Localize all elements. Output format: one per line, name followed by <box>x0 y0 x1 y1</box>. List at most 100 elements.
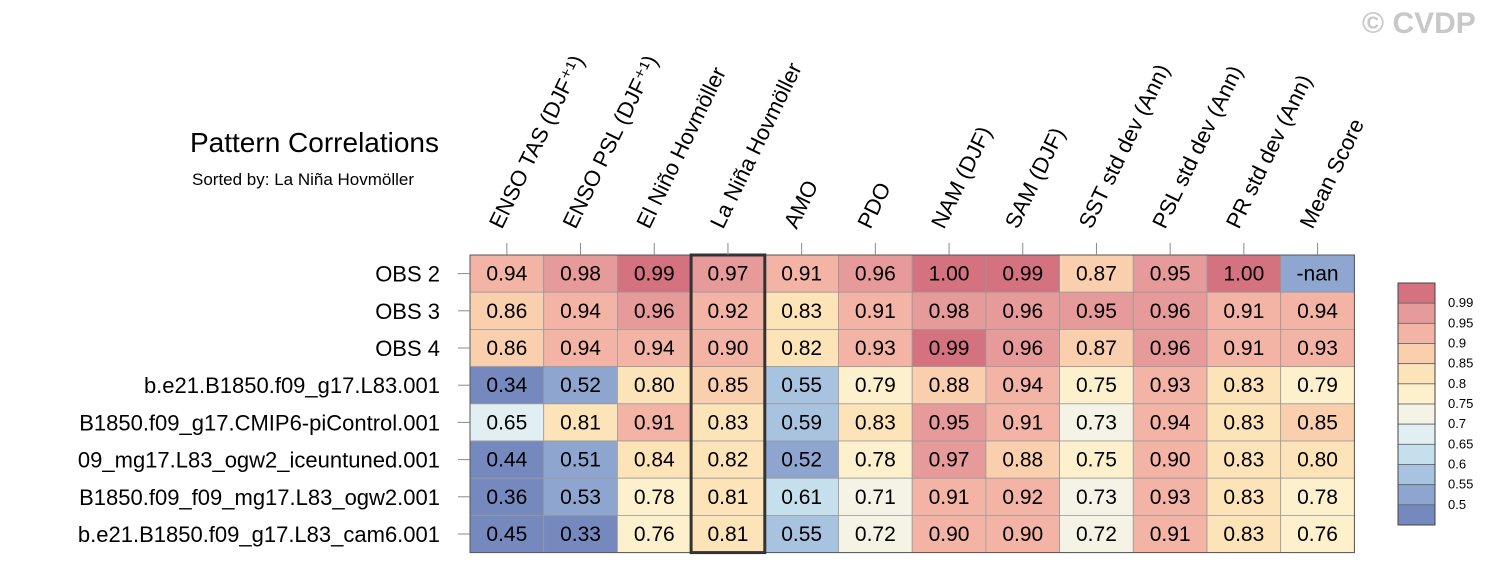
cell-value-label: 0.83 <box>781 300 822 323</box>
heatmap-cell <box>1059 477 1134 516</box>
cell-value-label: 0.76 <box>634 523 675 546</box>
colorbar-tick-label: 0.9 <box>1448 336 1466 351</box>
cell-value-label: 0.96 <box>634 300 675 323</box>
cell-value-label: 0.80 <box>1297 449 1338 472</box>
colorbar-tick-label: 0.85 <box>1448 356 1473 371</box>
colorbar-swatch <box>1397 343 1436 365</box>
cell-value-label: 0.95 <box>1150 263 1191 286</box>
heatmap-cell <box>543 291 618 330</box>
cell-value-label: 0.83 <box>1223 449 1264 472</box>
heatmap-cell <box>469 403 545 442</box>
cell-value-label: 0.97 <box>929 449 970 472</box>
heatmap-cell <box>985 254 1061 293</box>
cell-value-label: 0.90 <box>708 337 749 360</box>
heatmap-cell <box>985 403 1061 442</box>
row-label-b1850-f09-g17-cmip6-picontrol-001: B1850.f09_g17.CMIP6-piControl.001 <box>79 410 440 435</box>
heatmap-cell <box>1280 440 1355 479</box>
colorbar-swatch <box>1397 322 1436 344</box>
heatmap-cell <box>985 291 1061 330</box>
heatmap-cell <box>985 440 1061 479</box>
cell-value-label: 0.75 <box>1076 449 1117 472</box>
cell-value-label: 0.93 <box>1297 337 1338 360</box>
cell-value-label: 0.78 <box>634 486 675 509</box>
cell-value-label: 0.91 <box>781 263 822 286</box>
heatmap-cell <box>469 366 545 405</box>
colorbar-tick-label: 0.8 <box>1448 376 1466 391</box>
cell-value-label: 1.00 <box>929 263 970 286</box>
cell-value-label: 0.83 <box>855 411 896 434</box>
cell-value-label: 0.94 <box>1297 300 1338 323</box>
cell-value-label: 0.94 <box>560 300 601 323</box>
row-label-b1850-f09-f09-mg17-l83-ogw2-001: B1850.f09_f09_mg17.L83_ogw2.001 <box>79 485 440 510</box>
cell-value-label: 0.55 <box>781 374 822 397</box>
cell-value-label: 0.96 <box>1150 300 1191 323</box>
cell-value-label: 0.96 <box>855 263 896 286</box>
cell-value-label: 0.96 <box>1002 300 1043 323</box>
cell-value-label: 0.76 <box>1297 523 1338 546</box>
cell-value-label: 0.83 <box>1223 374 1264 397</box>
cell-value-label: 0.95 <box>929 411 970 434</box>
heatmap-cell <box>690 328 766 367</box>
heatmap-cell <box>838 440 913 479</box>
colorbar-tick-label: 0.5 <box>1448 497 1466 512</box>
cell-value-label: 0.85 <box>1297 411 1338 434</box>
cell-value-label: 0.71 <box>855 486 896 509</box>
cell-value-label: 0.91 <box>1223 337 1264 360</box>
cell-value-label: 0.72 <box>855 523 896 546</box>
colorbar-swatch <box>1397 443 1436 465</box>
cell-value-label: 0.91 <box>1150 523 1191 546</box>
heatmap-cell <box>911 477 987 516</box>
colorbar-frame <box>1397 282 1436 526</box>
cell-value-label: 0.81 <box>708 486 749 509</box>
cell-value-label: 0.90 <box>1150 449 1191 472</box>
heatmap-cell <box>617 515 692 554</box>
colorbar-swatch <box>1397 484 1436 506</box>
heatmap-cell <box>1280 254 1355 293</box>
cell-value-label: 0.36 <box>486 486 527 509</box>
heatmap-cell <box>838 403 913 442</box>
heatmap-cell <box>911 366 987 405</box>
colorbar-swatch <box>1397 504 1436 526</box>
cell-value-label: 0.73 <box>1076 486 1117 509</box>
cell-value-label: 0.86 <box>486 337 527 360</box>
heatmap-cell <box>617 477 692 516</box>
column-label-amo: AMO <box>779 176 823 232</box>
cell-value-label: 0.84 <box>634 449 675 472</box>
cell-value-label: 0.91 <box>1002 411 1043 434</box>
row-label-obs-4: OBS 4 <box>375 336 440 361</box>
row-label-b-e21-b1850-f09-g17-l83-001: b.e21.B1850.f09_g17.L83.001 <box>144 373 440 398</box>
heatmap-cell <box>911 328 987 367</box>
chart-title: Pattern Correlations <box>190 127 440 158</box>
heatmap-cell <box>1132 291 1208 330</box>
heatmap-cell <box>1280 328 1355 367</box>
cell-value-label: 0.34 <box>486 374 527 397</box>
colorbar-swatch <box>1397 464 1436 486</box>
column-label-pdo: PDO <box>852 178 895 232</box>
cell-value-label: 1.00 <box>1223 263 1264 286</box>
heatmap-cell <box>838 254 913 293</box>
cell-value-label: 0.94 <box>486 263 527 286</box>
heatmap-cell <box>1280 477 1355 516</box>
cell-value-label: 0.94 <box>560 337 601 360</box>
cell-value-label: 0.92 <box>1002 486 1043 509</box>
cell-value-label: 0.93 <box>1150 486 1191 509</box>
heatmap-cell <box>690 477 766 516</box>
colorbar-swatch <box>1397 302 1436 324</box>
cell-value-label: 0.59 <box>781 411 822 434</box>
cell-value-label: 0.86 <box>486 300 527 323</box>
cell-value-label: 0.87 <box>1076 337 1117 360</box>
colorbar-swatch <box>1397 403 1436 425</box>
heatmap-cell <box>764 328 839 367</box>
cell-value-label: 0.72 <box>1076 523 1117 546</box>
cell-value-label: 0.52 <box>781 449 822 472</box>
cell-value-label: 0.93 <box>855 337 896 360</box>
column-label-nam-djf: NAM (DJF) <box>926 122 997 232</box>
heatmap-cell <box>1132 254 1208 293</box>
cell-value-label: -nan <box>1297 263 1339 286</box>
cell-value-label: 0.94 <box>1150 411 1191 434</box>
colorbar-tick-label: 0.6 <box>1448 457 1466 472</box>
cell-value-label: 0.94 <box>634 337 675 360</box>
heatmap-cell <box>617 366 692 405</box>
cell-value-label: 0.96 <box>1002 337 1043 360</box>
heatmap-cell <box>838 366 913 405</box>
